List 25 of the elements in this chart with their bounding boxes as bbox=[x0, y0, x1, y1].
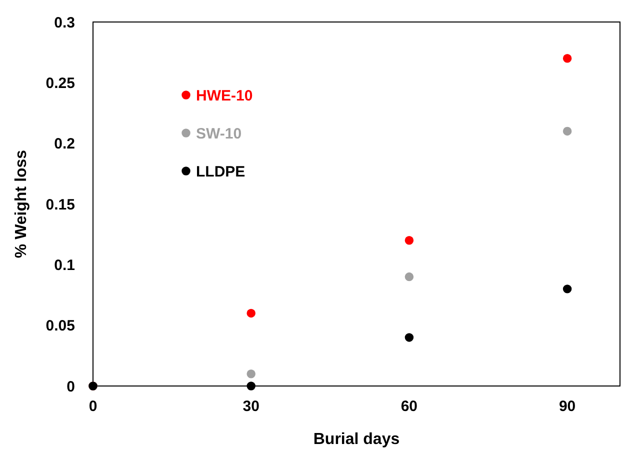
x-axis-title: Burial days bbox=[313, 431, 400, 448]
point bbox=[246, 370, 256, 378]
point bbox=[404, 333, 414, 342]
point bbox=[246, 308, 256, 318]
point bbox=[562, 126, 572, 136]
legend-label: HWE-10 bbox=[196, 87, 253, 104]
y-tick-label: 0.05 bbox=[46, 318, 75, 335]
y-tick-label: 0.15 bbox=[46, 196, 75, 214]
point bbox=[404, 236, 414, 245]
point bbox=[562, 284, 572, 294]
legend-label: LLDPE bbox=[196, 163, 246, 180]
y-tick-label: 0.2 bbox=[54, 136, 75, 153]
x-tick-label: 30 bbox=[242, 398, 260, 415]
x-tick-label: 0 bbox=[88, 398, 98, 415]
y-axis-title: % Weight loss bbox=[13, 150, 30, 258]
y-tick-label: 0.25 bbox=[46, 74, 75, 92]
x-tick-label: 90 bbox=[558, 398, 576, 415]
y-tick-label: 0.1 bbox=[54, 256, 75, 274]
x-tick-label: 60 bbox=[400, 398, 418, 415]
y-tick-label: 0.3 bbox=[54, 14, 75, 32]
y-tick-label: 0 bbox=[66, 378, 75, 396]
legend-label: SW-10 bbox=[196, 125, 242, 142]
point bbox=[246, 382, 256, 390]
point bbox=[404, 272, 414, 282]
point bbox=[562, 54, 572, 63]
